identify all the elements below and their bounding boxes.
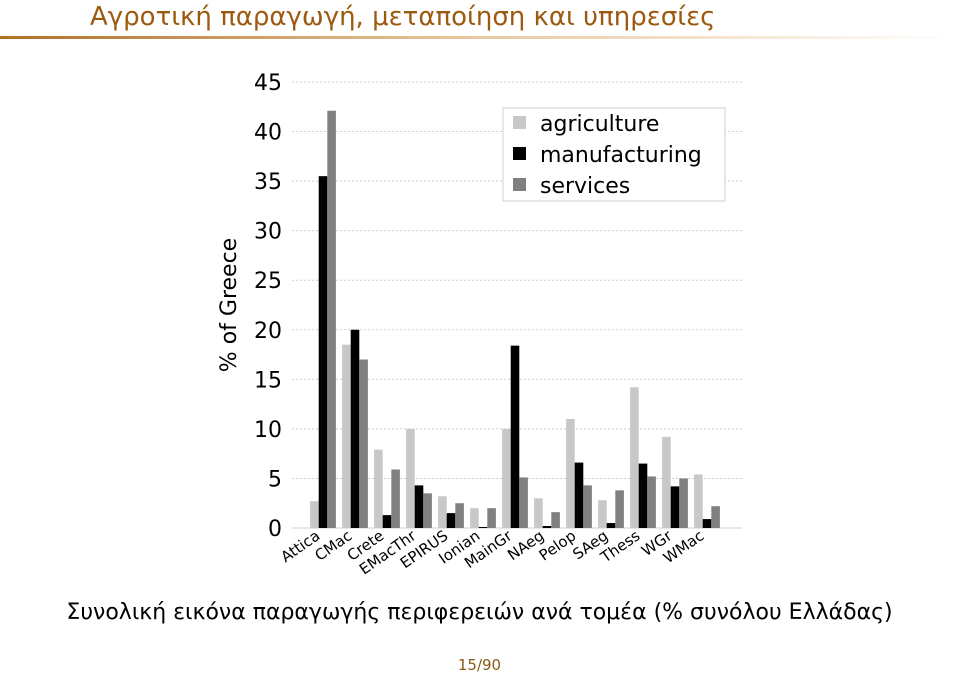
y-tick-label: 5 [268, 467, 282, 492]
y-tick-label: 35 [254, 170, 282, 195]
bar-agriculture-Attica [310, 501, 319, 528]
bar-services-Crete [391, 469, 400, 528]
bar-chart: 0 5 10 15 20 25 30 35 40 45 AtticaCMacCreteEMacTh… [217, 71, 742, 578]
bar-services-NAeg [551, 512, 560, 528]
bar-manufacturing-EMacThr [414, 485, 424, 528]
y-tick-label: 10 [254, 418, 282, 443]
y-tick-label: 25 [254, 269, 282, 294]
y-tick-label: 40 [254, 121, 282, 146]
bar-services-Thess [647, 476, 656, 528]
bar-manufacturing-Thess [638, 463, 648, 528]
y-tick-label: 20 [254, 319, 282, 344]
bar-agriculture-Pelop [566, 418, 575, 528]
bar-manufacturing-WMac [702, 519, 712, 528]
legend-box [502, 107, 726, 202]
bar-services-CMac [359, 359, 368, 528]
bar-services-MainGr [519, 477, 528, 528]
y-tick-label: 30 [254, 220, 282, 245]
bar-services-SAeg [615, 490, 624, 528]
bar-manufacturing-EPIRUS [446, 513, 456, 528]
slide-title: Αγροτική παραγωγή, μεταποίηση και υπηρεσ… [90, 2, 716, 32]
bar-manufacturing-WGr [670, 486, 680, 528]
title-divider [0, 36, 959, 39]
slide-caption: Συνολική εικόνα παραγωγής περιφερειών αν… [66, 600, 893, 625]
legend: agriculture manufacturing services [502, 107, 726, 202]
bar-agriculture-SAeg [598, 500, 607, 528]
bar-agriculture-EMacThr [406, 428, 415, 528]
legend-label-manufacturing: manufacturing [540, 143, 702, 168]
bar-manufacturing-MainGr [510, 345, 520, 528]
bar-agriculture-Thess [630, 387, 639, 528]
y-tick-label: 0 [268, 517, 282, 542]
y-axis-label: % of Greece [217, 238, 242, 372]
y-tick-label: 45 [254, 71, 282, 96]
bar-agriculture-WMac [694, 474, 703, 528]
y-tick-label: 15 [254, 368, 282, 393]
bar-agriculture-Crete [374, 449, 383, 528]
bar-manufacturing-CMac [350, 329, 360, 528]
legend-label-services: services [540, 174, 630, 199]
bar-services-WGr [679, 478, 688, 528]
bar-agriculture-CMac [342, 344, 351, 528]
bar-manufacturing-Crete [382, 515, 392, 528]
bar-manufacturing-Attica [318, 176, 328, 528]
page-number: 15/90 [457, 656, 502, 674]
bar-services-WMac [711, 506, 720, 528]
bar-manufacturing-NAeg [542, 526, 552, 528]
bars [310, 110, 720, 529]
bar-agriculture-MainGr [502, 428, 511, 528]
bar-manufacturing-SAeg [606, 523, 616, 528]
bar-services-Pelop [583, 485, 592, 528]
bar-services-Ionian [487, 508, 496, 528]
y-tick-labels: 0 5 10 15 20 25 30 35 40 45 [254, 71, 282, 542]
bar-agriculture-WGr [662, 436, 671, 528]
x-tick-labels: AtticaCMacCreteEMacThrEPIRUSIonianMainGr… [277, 526, 707, 578]
bar-agriculture-EPIRUS [438, 496, 447, 528]
bar-manufacturing-Pelop [574, 462, 584, 528]
legend-swatch-services [513, 178, 526, 191]
bar-agriculture-NAeg [534, 498, 543, 528]
legend-label-agriculture: agriculture [540, 112, 659, 137]
bar-services-EPIRUS [455, 503, 464, 528]
bar-manufacturing-Ionian [478, 527, 488, 528]
legend-swatch-manufacturing [513, 147, 526, 160]
bar-services-Attica [327, 110, 336, 529]
legend-swatch-agriculture [513, 116, 526, 129]
bar-services-EMacThr [423, 493, 432, 528]
bar-agriculture-Ionian [470, 508, 479, 528]
